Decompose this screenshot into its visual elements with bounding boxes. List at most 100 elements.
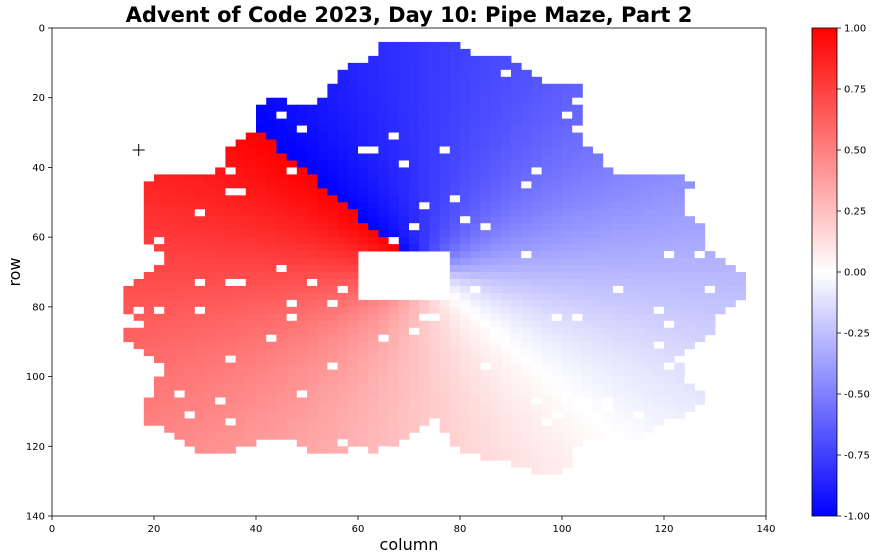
heatmap-cell [154,237,165,245]
colorbar-tick-label: -0.25 [844,329,870,340]
heatmap-cell [490,404,502,412]
heatmap-cell [500,390,512,398]
heatmap-cell [572,125,583,133]
heatmap-cell [378,327,389,336]
heatmap-cell [194,362,206,370]
heatmap-cell [684,306,695,315]
heatmap-cell [337,237,349,245]
heatmap-cell [572,362,583,370]
x-tick-label: 100 [552,524,571,535]
heatmap-cell [388,111,400,120]
heatmap-cell [664,174,675,182]
heatmap-cell [347,390,359,398]
heatmap-cell [164,341,175,350]
heatmap-cell [327,320,338,329]
heatmap-cell [378,188,389,196]
heatmap-cell [429,62,440,71]
heatmap-cell [521,299,532,308]
heatmap-cell [439,97,451,106]
heatmap-cell [276,167,287,175]
heatmap-cell [480,404,491,412]
heatmap-cell [531,334,542,343]
heatmap-cell [439,216,451,224]
heatmap-cell [480,104,491,113]
heatmap-cell [511,327,522,336]
heatmap-cell [613,397,624,405]
heatmap-cell [715,278,726,287]
heatmap-cell [460,439,471,447]
heatmap-cell [337,306,349,315]
heatmap-cell [235,244,247,252]
heatmap-cell [398,195,410,203]
heatmap-cell [215,341,226,350]
heatmap-cell [562,195,573,203]
heatmap-cell [327,153,338,161]
heatmap-cell [531,230,542,238]
heatmap-cell [592,278,604,287]
heatmap-cell [684,230,695,238]
heatmap-cell [215,174,226,182]
heatmap-cell [194,230,206,238]
heatmap-cell [490,258,502,266]
heatmap-cell [327,369,338,377]
heatmap-cell [541,202,553,210]
heatmap-cell [347,258,359,266]
heatmap-cell [225,258,236,266]
heatmap-cell [633,432,644,440]
heatmap-cell [398,369,410,377]
heatmap-cell [653,376,665,384]
heatmap-cell [521,188,532,196]
heatmap-cell [643,223,655,231]
heatmap-cell [449,432,461,440]
heatmap-cell [449,341,461,350]
heatmap-cell [551,195,563,203]
heatmap-cell [541,132,553,140]
heatmap-cell [511,383,522,391]
heatmap-cell [164,285,175,294]
heatmap-cell [296,174,308,182]
heatmap-cell [490,55,502,64]
heatmap-cell [409,69,420,78]
heatmap-cell [480,111,491,120]
heatmap-cell [674,327,685,336]
heatmap-cell [409,97,420,106]
heatmap-cell [429,348,440,357]
heatmap-cell [541,460,553,468]
heatmap-cell [184,313,196,322]
heatmap-cell [684,292,695,301]
heatmap-cell [694,292,706,301]
heatmap-cell [143,404,155,412]
heatmap-cell [337,313,349,322]
heatmap-cell [572,285,583,294]
heatmap-cell [225,397,236,405]
heatmap-cell [470,111,481,120]
heatmap-cell [460,432,471,440]
heatmap-cell [347,272,359,280]
heatmap-cell [184,369,196,377]
heatmap-cell [409,174,420,182]
heatmap-cell [653,251,665,259]
heatmap-cell [460,83,471,92]
heatmap-cell [429,341,440,350]
heatmap-cell [409,76,420,85]
heatmap-cell [490,160,502,168]
heatmap-cell [245,188,257,196]
heatmap-cell [511,341,522,350]
heatmap-cell [245,439,257,447]
heatmap-cell [521,390,532,398]
heatmap-cell [551,348,563,357]
heatmap-cell [551,313,563,322]
heatmap-cell [623,299,634,308]
heatmap-cell [551,125,563,133]
heatmap-cell [256,202,267,210]
heatmap-cell [317,125,328,133]
heatmap-cell [215,320,226,329]
heatmap-cell [664,390,675,398]
heatmap-cell [541,90,553,99]
heatmap-cell [245,362,257,370]
heatmap-cell [123,285,134,294]
heatmap-cell [215,167,226,175]
heatmap-cell [521,411,532,419]
heatmap-cell [460,313,471,322]
heatmap-cell [460,362,471,370]
